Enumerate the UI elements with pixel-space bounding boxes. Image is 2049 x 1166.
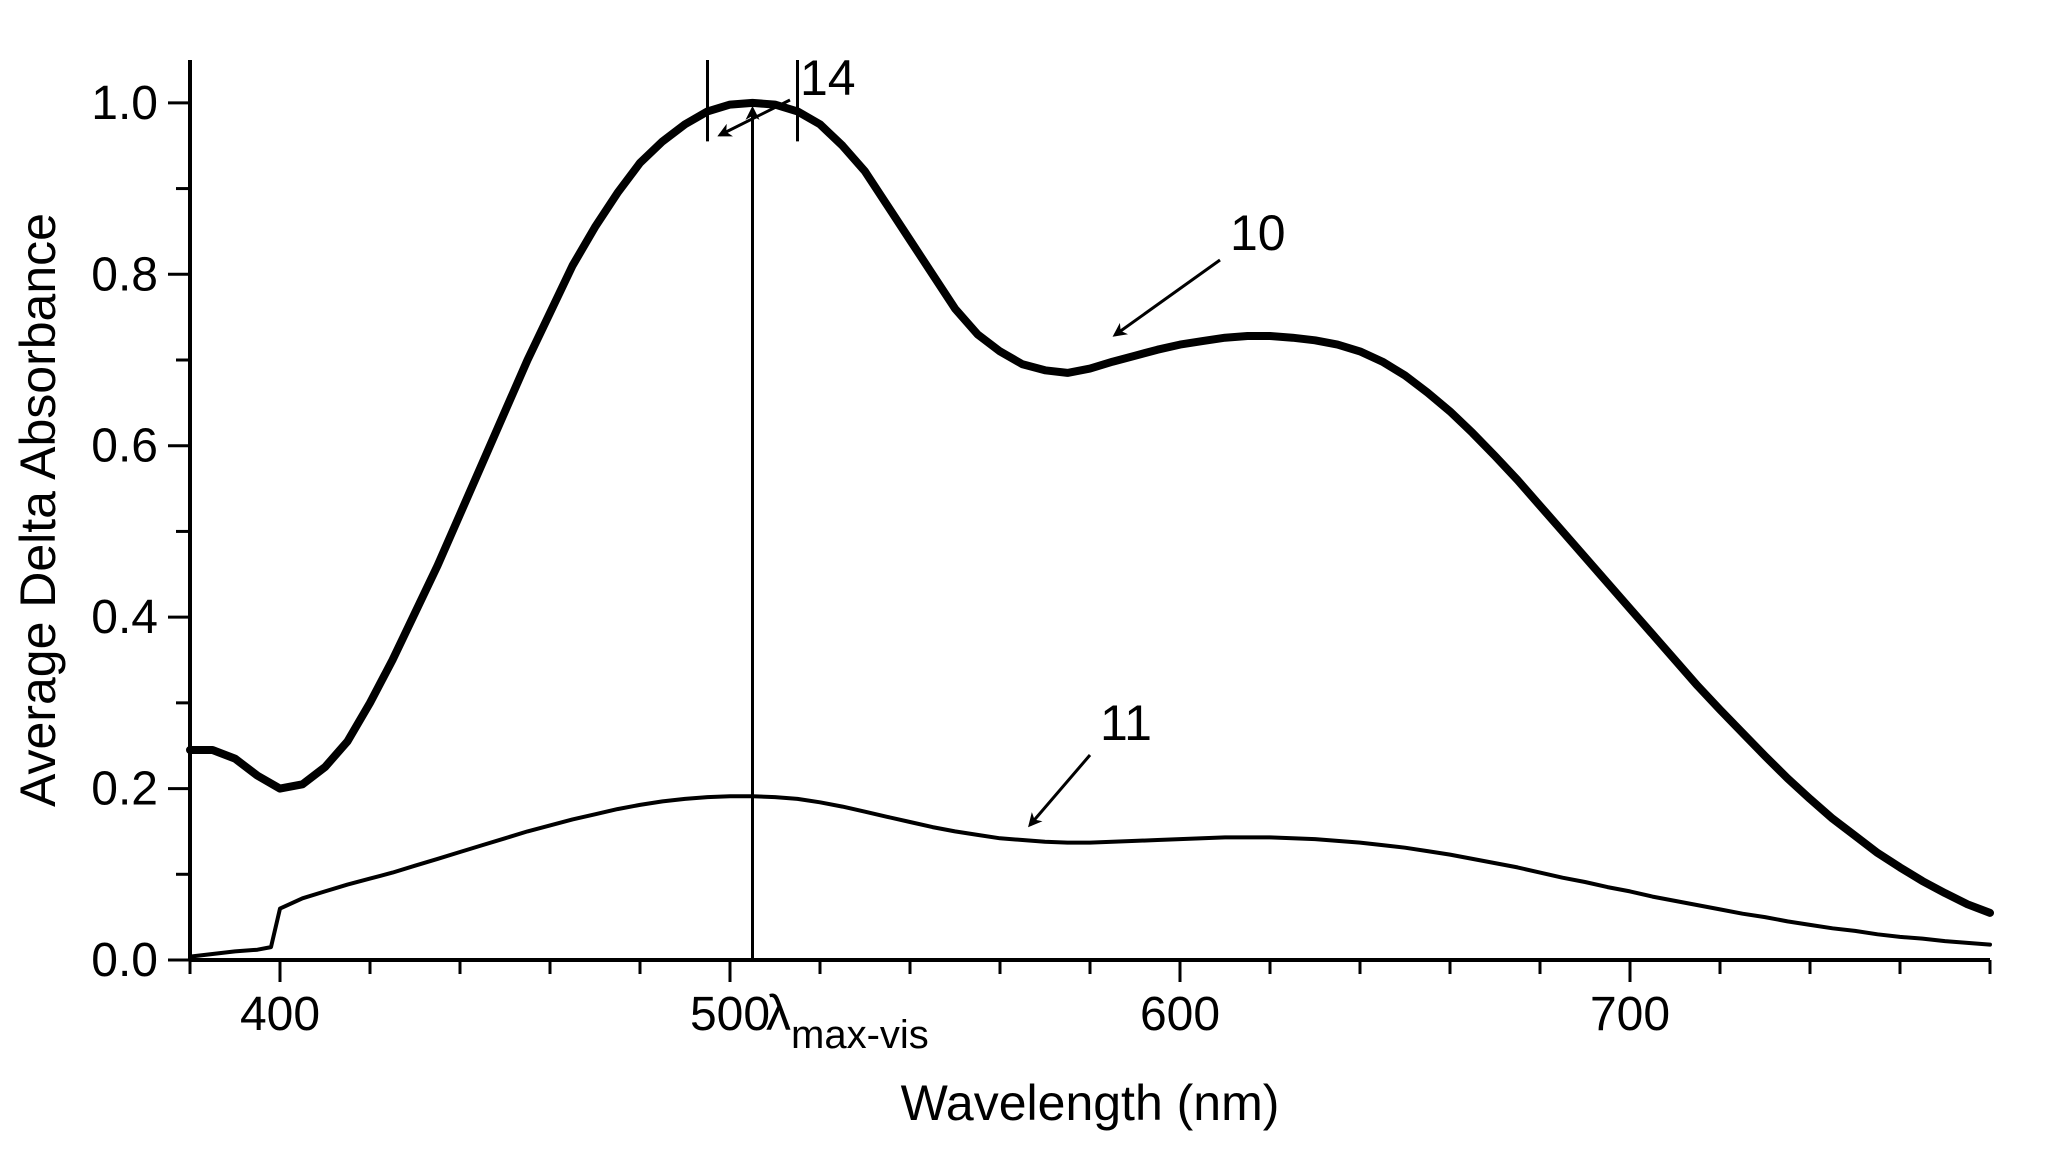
annotation-14-label: 14	[800, 50, 856, 106]
chart-svg: 400 500 600 700 0.0 0.2 0.4 0.6 0.8 1.0 Wavelength…	[0, 0, 2049, 1166]
curve-10	[190, 103, 1990, 913]
svg-text:500: 500	[690, 988, 770, 1041]
y-axis-label: Average Delta Absorbance	[10, 213, 66, 807]
annotation-11-label: 11	[1100, 695, 1152, 751]
svg-text:600: 600	[1140, 988, 1220, 1041]
svg-text:0.4: 0.4	[91, 591, 158, 644]
svg-text:0.0: 0.0	[91, 934, 158, 987]
svg-text:700: 700	[1590, 988, 1670, 1041]
svg-text:1.0: 1.0	[91, 77, 158, 130]
annotation-10-label: 10	[1230, 205, 1286, 261]
x-axis-label: Wavelength (nm)	[901, 1075, 1280, 1131]
curve-11	[190, 796, 1990, 956]
svg-text:400: 400	[240, 988, 320, 1041]
chart-container: 400 500 600 700 0.0 0.2 0.4 0.6 0.8 1.0 Wavelength…	[0, 0, 2049, 1166]
svg-text:0.6: 0.6	[91, 420, 158, 473]
svg-text:0.2: 0.2	[91, 763, 158, 816]
annotation-10-arrow	[1115, 260, 1220, 335]
svg-text:0.8: 0.8	[91, 248, 158, 301]
lambda-max-vis-label: λmax-vis	[766, 985, 929, 1057]
annotation-11-arrow	[1030, 755, 1090, 825]
